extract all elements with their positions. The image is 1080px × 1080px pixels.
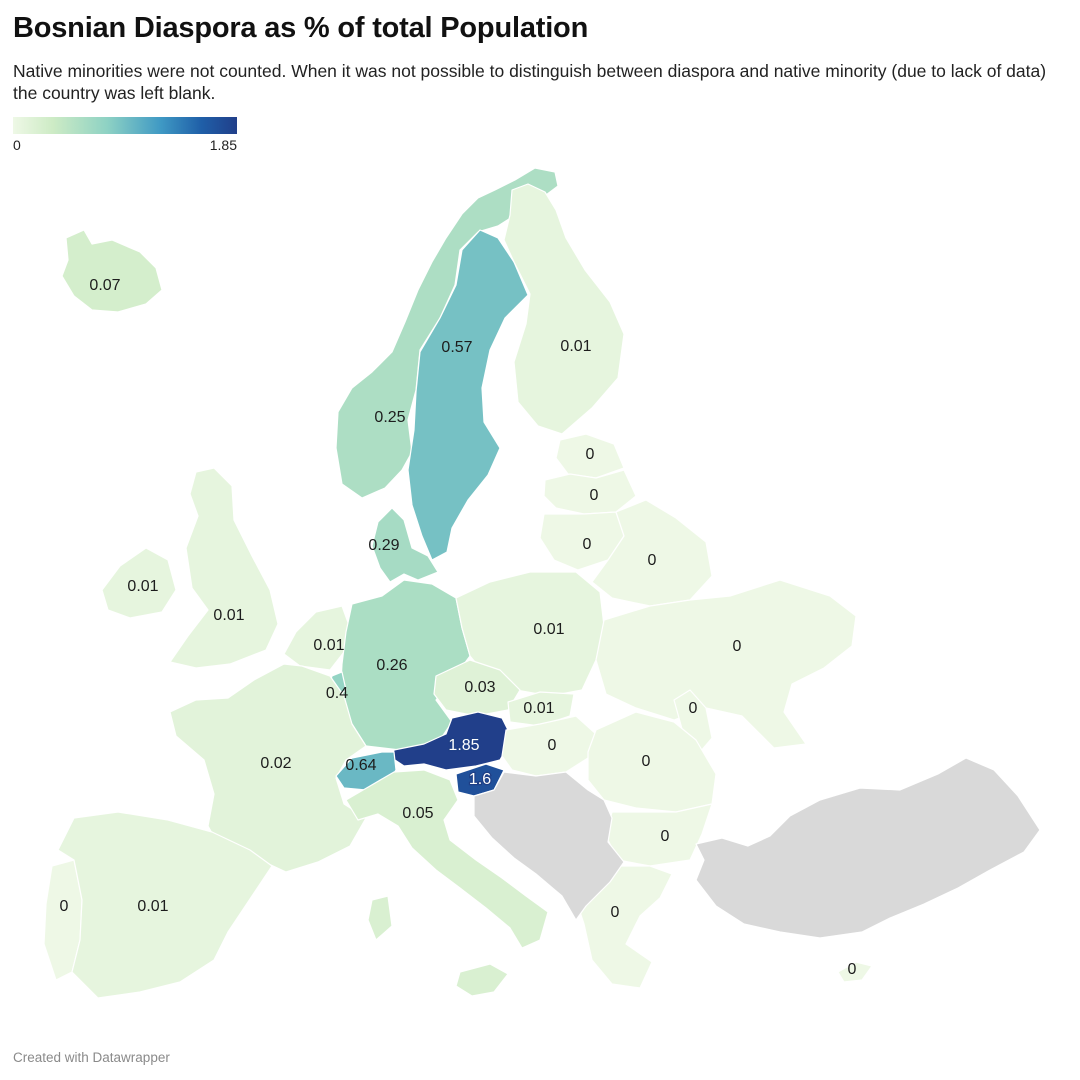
- country-poland[interactable]: [455, 571, 605, 697]
- country-cyprus[interactable]: [837, 961, 873, 983]
- country-turkey-blank[interactable]: [695, 757, 1041, 939]
- label-italy: 0.05: [402, 805, 433, 822]
- label-moldova: 0: [689, 700, 698, 717]
- label-denmark: 0.29: [368, 537, 399, 554]
- label-austria: 1.85: [448, 737, 479, 754]
- legend-max-label: 1.85: [209, 137, 237, 153]
- country-czechia[interactable]: [433, 659, 521, 717]
- label-united-kingdom: 0.01: [213, 607, 244, 624]
- country-iceland[interactable]: [61, 229, 163, 313]
- label-ireland: 0.01: [127, 578, 158, 595]
- country-ukraine[interactable]: [595, 579, 857, 749]
- color-legend: 0 1.85: [13, 117, 237, 153]
- label-czechia: 0.03: [464, 679, 495, 696]
- label-portugal: 0: [60, 898, 69, 915]
- label-germany: 0.26: [376, 657, 407, 674]
- label-slovakia: 0.01: [523, 700, 554, 717]
- label-iceland: 0.07: [89, 277, 120, 294]
- country-balkans-blank[interactable]: [473, 771, 625, 921]
- label-hungary: 0: [548, 737, 557, 754]
- country-latvia[interactable]: [543, 469, 637, 515]
- country-greece[interactable]: [575, 865, 673, 989]
- europe-map: 0.07 0.25 0.57 0.01 0 0 0 0 0.29 0.01 0.…: [0, 160, 1080, 1040]
- country-bulgaria[interactable]: [605, 803, 713, 867]
- label-romania: 0: [642, 753, 651, 770]
- label-slovenia: 1.6: [469, 771, 491, 788]
- country-slovakia[interactable]: [507, 691, 575, 727]
- legend-min-label: 0: [13, 137, 21, 153]
- country-estonia[interactable]: [555, 433, 625, 479]
- country-italy[interactable]: [345, 769, 549, 997]
- label-norway: 0.25: [374, 409, 405, 426]
- map-svg: 0.07 0.25 0.57 0.01 0 0 0 0 0.29 0.01 0.…: [43, 167, 1041, 999]
- label-lithuania: 0: [583, 536, 592, 553]
- label-switzerland: 0.64: [345, 757, 376, 774]
- label-greece: 0: [611, 904, 620, 921]
- label-netherlands: 0.01: [313, 637, 344, 654]
- label-poland: 0.01: [533, 621, 564, 638]
- label-france: 0.02: [260, 755, 291, 772]
- legend-gradient-bar: [13, 117, 237, 134]
- country-ireland[interactable]: [101, 547, 177, 619]
- chart-subtitle: Native minorities were not counted. When…: [13, 61, 1047, 103]
- credit-footer: Created with Datawrapper: [13, 1050, 170, 1065]
- label-spain: 0.01: [137, 898, 168, 915]
- label-ukraine: 0: [733, 638, 742, 655]
- country-hungary[interactable]: [501, 715, 597, 777]
- chart-title: Bosnian Diaspora as % of total Populatio…: [13, 12, 589, 44]
- label-belarus: 0: [648, 552, 657, 569]
- country-sweden[interactable]: [407, 229, 529, 561]
- country-spain[interactable]: [57, 811, 273, 999]
- country-denmark[interactable]: [371, 507, 439, 583]
- label-cyprus: 0: [848, 961, 857, 978]
- label-sweden: 0.57: [441, 339, 472, 356]
- country-finland[interactable]: [503, 183, 625, 435]
- label-bulgaria: 0: [661, 828, 670, 845]
- label-estonia: 0: [586, 446, 595, 463]
- label-finland: 0.01: [560, 338, 591, 355]
- label-luxembourg: 0.4: [326, 685, 348, 702]
- country-united-kingdom[interactable]: [169, 467, 279, 669]
- label-latvia: 0: [590, 487, 599, 504]
